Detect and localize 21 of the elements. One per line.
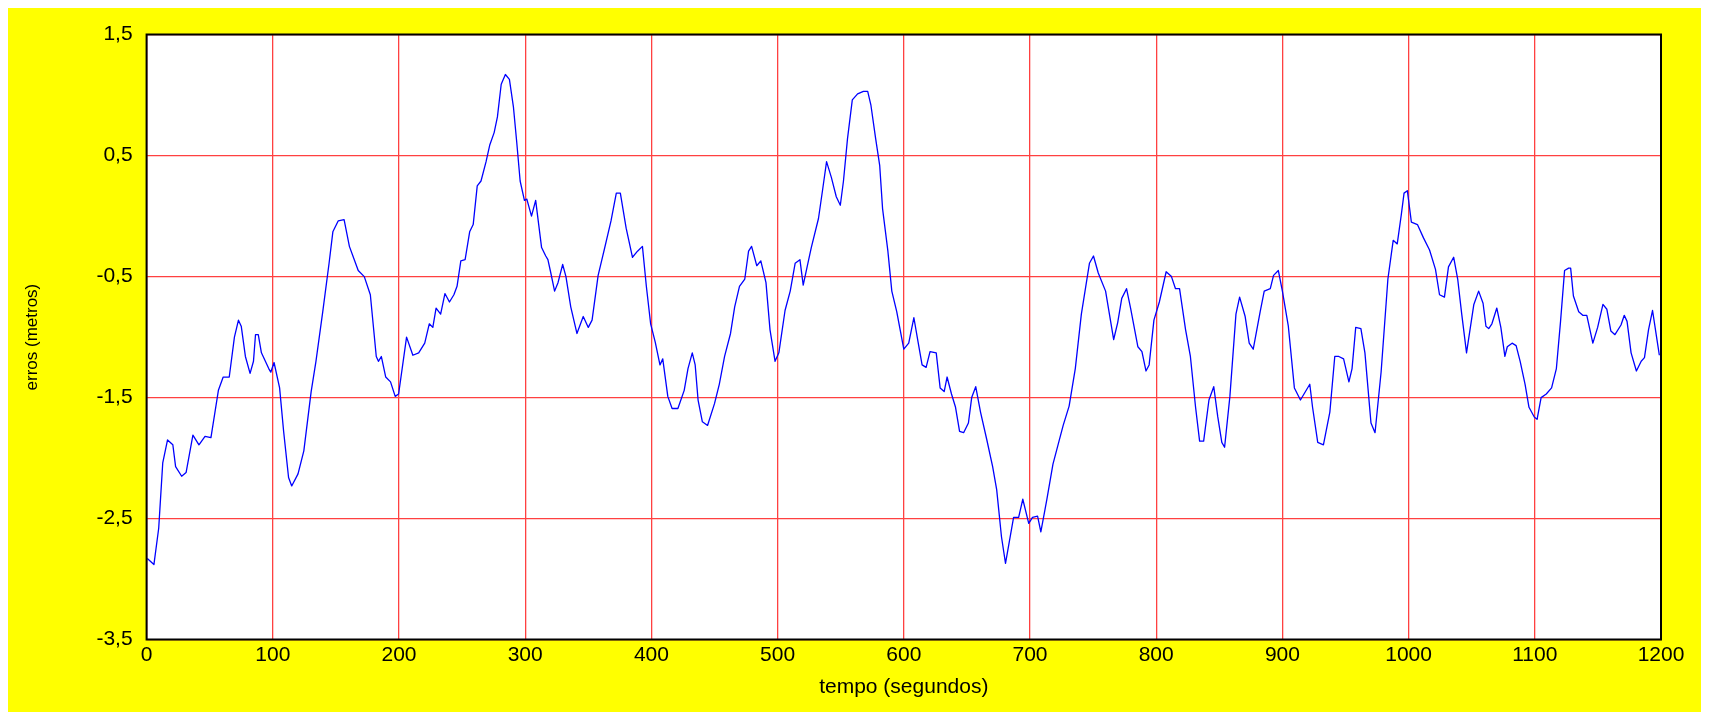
y-tick-label: 0,5 <box>103 142 133 166</box>
x-tick-label: 500 <box>760 642 796 665</box>
x-tick-label: 1000 <box>1385 642 1432 665</box>
x-tick-label: 600 <box>886 642 922 665</box>
y-tick-label: 1,5 <box>103 21 133 45</box>
x-tick-label: 100 <box>255 642 291 665</box>
x-tick-label: 400 <box>633 642 669 665</box>
x-tick-label: 900 <box>1264 642 1300 665</box>
y-tick-label: -3,5 <box>96 626 133 650</box>
x-tick-label: 300 <box>507 642 543 665</box>
x-tick-label: 1100 <box>1512 642 1558 665</box>
y-tick-label: -0,5 <box>96 263 133 287</box>
x-tick-label: 800 <box>1138 642 1174 665</box>
y-tick-label: -1,5 <box>96 384 133 408</box>
x-tick-label: 700 <box>1012 642 1048 665</box>
y-axis-title: erros (metros) <box>21 283 41 391</box>
x-tick-label: 1200 <box>1637 642 1685 665</box>
x-axis-title: tempo (segundos) <box>819 674 989 698</box>
x-tick-label: 0 <box>140 642 153 665</box>
y-tick-label: -2,5 <box>96 505 133 529</box>
x-tick-label: 200 <box>381 642 417 665</box>
